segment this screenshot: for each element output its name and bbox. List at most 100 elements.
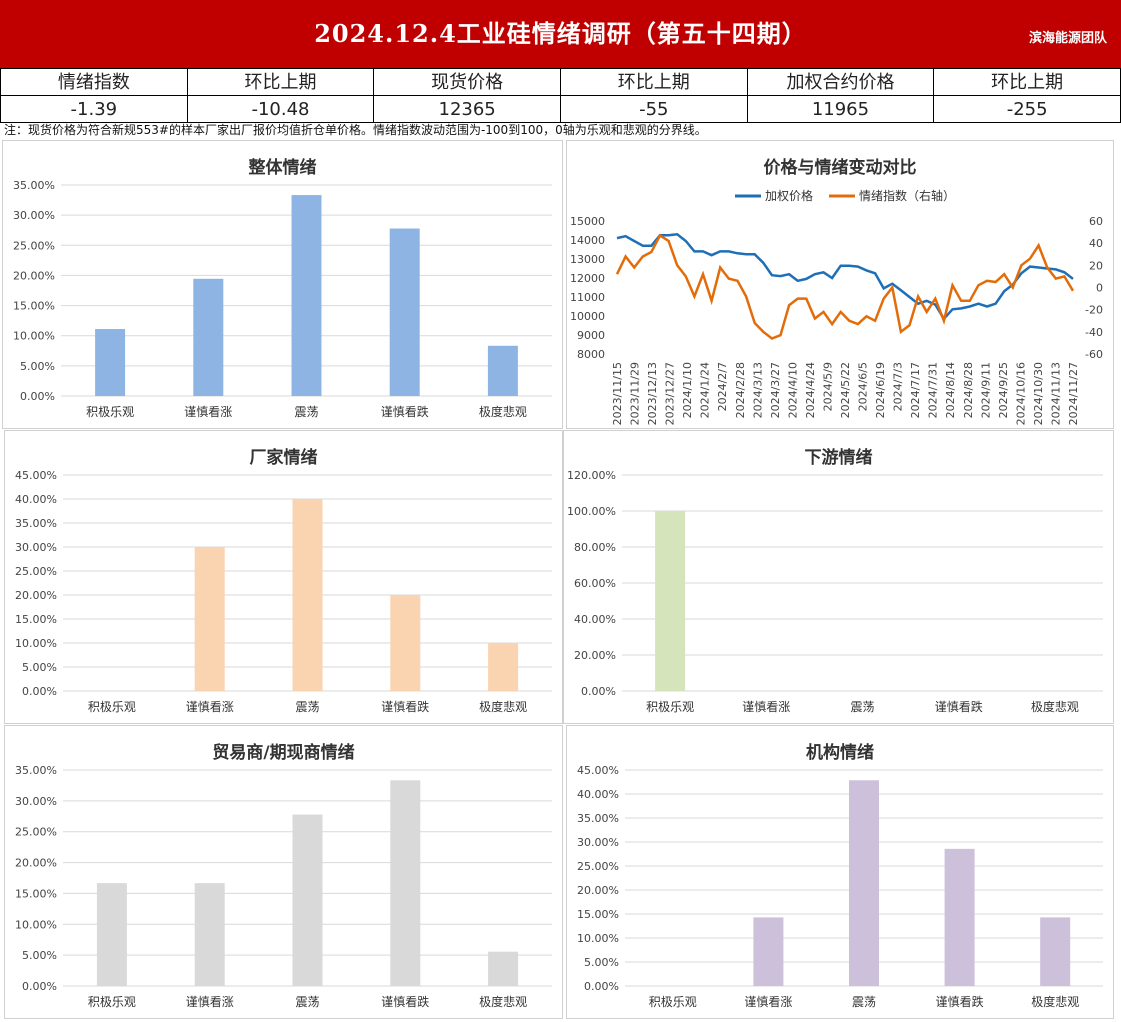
category-label: 积极乐观 [649,995,697,1009]
summary-label: 情绪指数 [0,68,188,96]
y-tick-label: 20.00% [15,589,57,602]
y-tick-label: 30.00% [15,795,57,808]
y-tick-label: 35.00% [13,179,55,192]
bar [96,883,127,986]
chart-title: 整体情绪 [248,158,317,178]
team-name: 滨海能源团队 [1028,31,1107,46]
y-tick-label: 15.00% [15,613,57,626]
y-right-tick-label: -20 [1085,304,1103,317]
y-tick-label: 0.00% [22,685,57,698]
y-right-tick-label: 0 [1096,282,1103,295]
bar-chart-svg: 0.00% 5.00% 10.00% 15.00% 20.00% 25.00% 30.00%… [577,764,1103,1009]
y-tick-label: 30.00% [577,836,619,849]
category-label: 谨慎看涨 [184,404,232,419]
category-label: 极度悲观 [479,404,527,419]
x-tick-label: 2024/3/13 [751,362,764,418]
x-tick-label: 2024/1/24 [699,362,712,418]
summary-value: -10.48 [186,95,375,123]
bar [291,195,322,396]
y-tick-label: 45.00% [15,469,57,482]
y-tick-label: 5.00% [22,949,57,962]
summary-label: 现货价格 [373,68,561,96]
y-right-tick-label: 20 [1089,259,1103,272]
chart-title: 机构情绪 [806,743,874,763]
x-tick-label: 2024/7/3 [892,362,905,411]
y-right-tick-label: 40 [1089,237,1103,250]
legend-label: 加权价格 [765,188,813,203]
x-tick-label: 2023/11/29 [629,362,642,425]
category-label: 谨慎看涨 [186,699,234,714]
bar [753,917,784,986]
x-tick-label: 2024/10/16 [1014,362,1027,425]
summary-table: 情绪指数 环比上期 现货价格 环比上期 加权合约价格 环比上期 -1.39 -1… [0,68,1121,123]
bar [390,780,421,986]
summary-value-row: -1.39 -10.48 12365 -55 11965 -255 [0,95,1121,123]
chart-title: 贸易商/期现商情绪 [212,743,355,763]
chart-title: 价格与情绪变动对比 [763,158,917,178]
y-tick-label: 100.00% [567,505,616,518]
category-label: 震荡 [295,700,319,714]
y-tick-label: 40.00% [574,613,616,626]
y-tick-label: 0.00% [584,980,619,993]
y-left-tick-label: 13000 [570,253,605,266]
summary-value: 12365 [373,95,561,123]
footnote: 注：现货价格为符合新规553#的样本厂家出厂报价均值折仓单价格。情绪指数波动范围… [4,123,707,137]
chart-panel-institution: 机构情绪 0.00% 5.00% 10.00% 15.00% 20.00% 25.00% 30… [566,725,1114,1019]
x-tick-label: 2024/9/25 [997,362,1010,418]
bar [292,814,323,986]
x-tick-label: 2024/7/17 [909,362,922,418]
y-left-tick-label: 12000 [570,272,605,285]
y-tick-label: 20.00% [13,269,55,282]
y-tick-label: 45.00% [577,764,619,777]
summary-value: -55 [559,95,748,123]
chart-panel-downstream: 下游情绪 0.00% 20.00% 40.00% 60.00% 80.00% 100.00%… [563,430,1114,724]
bar [1040,917,1071,986]
y-tick-label: 5.00% [20,360,55,373]
y-left-tick-label: 15000 [570,215,605,228]
y-tick-label: 35.00% [15,764,57,777]
y-tick-label: 35.00% [15,517,57,530]
y-right-tick-label: -60 [1085,348,1103,361]
x-tick-label: 2024/5/9 [821,362,834,411]
bar [193,278,224,396]
summary-label-row: 情绪指数 环比上期 现货价格 环比上期 加权合约价格 环比上期 [0,68,1121,96]
y-tick-label: 10.00% [577,932,619,945]
x-tick-label: 2023/11/15 [611,362,624,425]
chart-title: 厂家情绪 [249,448,318,468]
bar [944,848,975,986]
category-label: 积极乐观 [646,700,694,714]
chart-panel-trader: 贸易商/期现商情绪 0.00% 5.00% 10.00% 15.00% 20.00% 25.… [4,725,563,1019]
category-label: 谨慎看跌 [381,404,429,419]
y-tick-label: 0.00% [20,390,55,403]
category-label: 积极乐观 [88,700,136,714]
y-tick-label: 25.00% [15,826,57,839]
x-tick-label: 2024/8/28 [962,362,975,418]
category-label: 谨慎看跌 [936,994,984,1009]
category-label: 谨慎看跌 [381,699,429,714]
x-tick-label: 2024/10/30 [1032,362,1045,425]
y-tick-label: 15.00% [577,908,619,921]
category-label: 谨慎看跌 [935,699,983,714]
y-left-tick-label: 8000 [577,348,605,361]
category-label: 震荡 [294,405,318,419]
x-tick-label: 2024/5/22 [839,362,852,418]
bar-chart-svg: 0.00% 5.00% 10.00% 15.00% 20.00% 25.00% 30.00%… [15,764,552,1009]
x-tick-label: 2024/6/19 [874,362,887,418]
category-label: 谨慎看涨 [744,994,792,1009]
bar [390,595,421,691]
bar [95,329,126,396]
category-label: 极度悲观 [1031,994,1079,1009]
y-right-tick-label: 60 [1089,215,1103,228]
bar-chart-svg: 0.00% 20.00% 40.00% 60.00% 80.00% 100.00% 120.… [567,469,1103,714]
category-label: 震荡 [852,995,876,1009]
bar [194,883,225,986]
y-tick-label: 80.00% [574,541,616,554]
chart-panel-price-vs-sentiment: 价格与情绪变动对比 加权价格 情绪指数（右轴） 8000 9000 10000 11000 1… [566,140,1114,429]
x-tick-label: 2024/4/10 [786,362,799,418]
y-tick-label: 25.00% [13,239,55,252]
y-tick-label: 10.00% [13,330,55,343]
x-tick-label: 2024/4/24 [804,362,817,418]
y-tick-label: 25.00% [15,565,57,578]
x-tick-label: 2024/11/13 [1049,362,1062,425]
x-tick-label: 2024/2/7 [716,362,729,411]
